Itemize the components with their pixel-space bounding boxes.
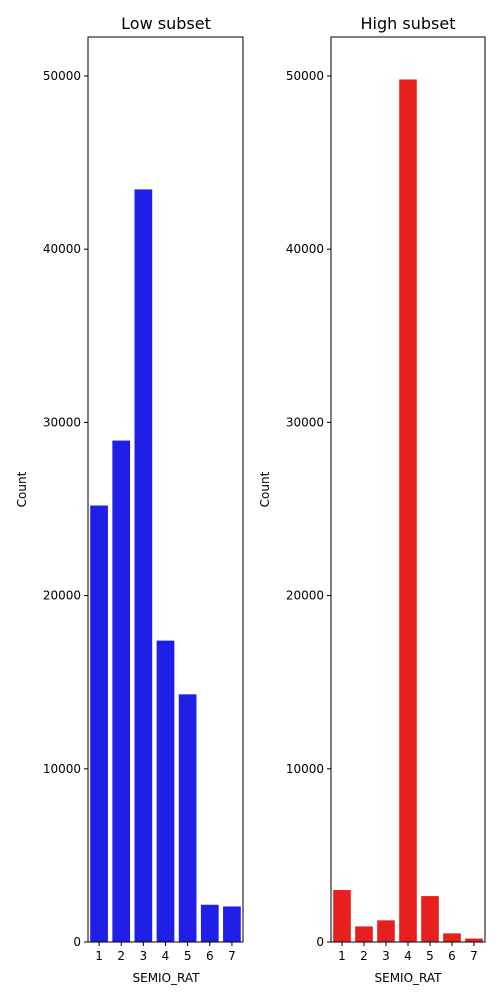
x-tick-label: 3 (382, 949, 390, 963)
bar-2 (355, 926, 373, 942)
x-tick-label: 5 (426, 949, 434, 963)
x-axis-label: SEMIO_RAT (375, 971, 443, 985)
bar-6 (200, 904, 219, 942)
y-axis-label: Count (258, 471, 272, 507)
x-tick-label: 7 (470, 949, 478, 963)
bar-4 (399, 79, 417, 942)
bar-3 (377, 920, 395, 942)
y-tick-label: 40000 (286, 242, 324, 256)
x-tick-label: 1 (95, 949, 103, 963)
bar-1 (90, 505, 108, 942)
x-tick-label: 6 (206, 949, 214, 963)
x-tick-label: 2 (360, 949, 368, 963)
y-axis-label: Count (15, 471, 29, 507)
x-tick-label: 5 (184, 949, 192, 963)
bar-2 (112, 440, 131, 942)
bar-3 (134, 189, 153, 943)
bar-7 (223, 906, 241, 942)
bar-5 (421, 896, 439, 942)
bars-group (90, 189, 241, 943)
axes-frame (87, 36, 244, 943)
y-tick-label: 50000 (43, 69, 81, 83)
x-tick-label: 4 (404, 949, 412, 963)
chart-high-subset: High subset 0 10000 20000 30000 40000 50000 1… (258, 14, 486, 985)
x-tick-label: 3 (140, 949, 148, 963)
y-tick-label: 50000 (286, 69, 324, 83)
y-tick-label: 10000 (286, 762, 324, 776)
x-tick-label: 1 (338, 949, 346, 963)
bar-7 (465, 938, 483, 942)
x-tick-label: 6 (448, 949, 456, 963)
axes-frame (330, 36, 486, 943)
chart-title: Low subset (121, 14, 211, 33)
bar-5 (178, 694, 197, 942)
x-axis-label: SEMIO_RAT (133, 971, 201, 985)
bar-4 (156, 640, 175, 942)
bars-group (333, 79, 483, 942)
x-tick-label: 2 (117, 949, 125, 963)
chart-title: High subset (361, 14, 456, 33)
y-tick-label: 0 (73, 935, 81, 949)
y-tick-label: 40000 (43, 242, 81, 256)
y-tick-label: 0 (316, 935, 324, 949)
y-tick-label: 30000 (286, 415, 324, 429)
x-tick-label: 7 (228, 949, 236, 963)
bar-1 (333, 890, 351, 942)
y-ticks: 0 10000 20000 30000 40000 50000 (43, 69, 88, 949)
y-ticks: 0 10000 20000 30000 40000 50000 (286, 69, 331, 949)
y-tick-label: 20000 (43, 589, 81, 603)
y-tick-label: 30000 (43, 415, 81, 429)
x-tick-label: 4 (162, 949, 170, 963)
y-tick-label: 20000 (286, 589, 324, 603)
bar-6 (443, 933, 461, 942)
y-tick-label: 10000 (43, 762, 81, 776)
